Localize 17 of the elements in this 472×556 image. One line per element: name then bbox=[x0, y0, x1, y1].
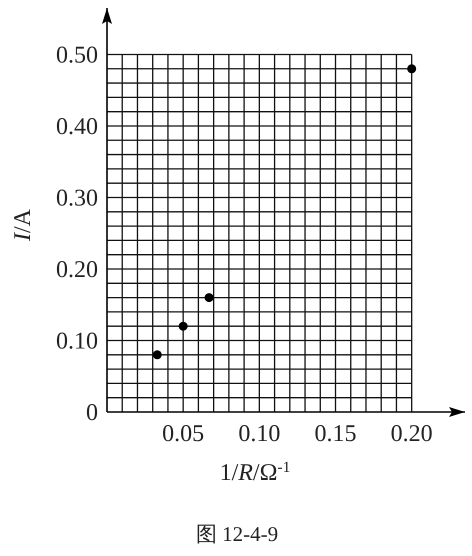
x-tick-label: 0.15 bbox=[314, 421, 357, 447]
y-tick-label: 0.50 bbox=[56, 42, 98, 68]
x-tick-label: 0.05 bbox=[162, 421, 204, 447]
y-axis-title: I/A bbox=[10, 208, 36, 242]
point bbox=[152, 350, 162, 360]
point bbox=[204, 293, 214, 302]
y-tick-label: 0.20 bbox=[56, 256, 98, 283]
y-tick-label: 0.30 bbox=[56, 185, 98, 212]
x-tick-label: 0.10 bbox=[238, 421, 280, 447]
y-tick-label: 0.40 bbox=[56, 114, 98, 140]
point bbox=[178, 322, 188, 331]
x-tick-label: 0.20 bbox=[390, 421, 433, 447]
x-axis-title: 1/R/Ω$^{-1}$ bbox=[220, 458, 290, 486]
caption: 图 12-4-9 bbox=[196, 522, 278, 546]
y-tick-label: 0.10 bbox=[56, 328, 98, 354]
point bbox=[407, 64, 416, 74]
y-tick-label: 0 bbox=[86, 400, 98, 426]
